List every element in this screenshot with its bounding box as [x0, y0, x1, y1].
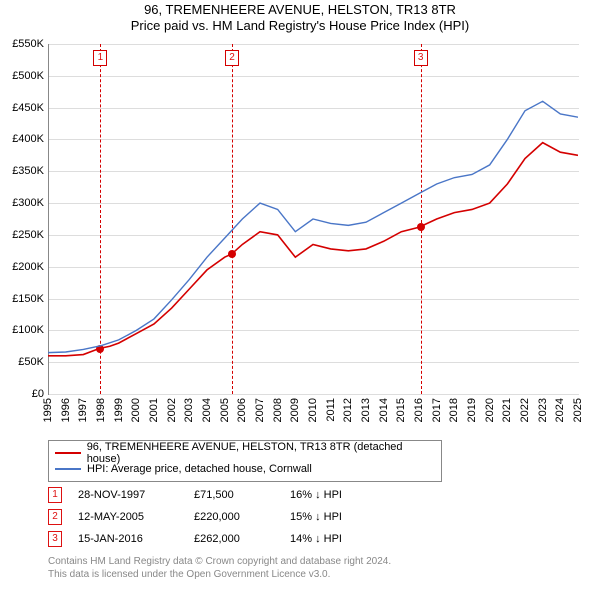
x-tick-label: 2020: [484, 398, 496, 422]
x-tick-label: 2013: [360, 398, 372, 422]
event-price: £71,500: [194, 489, 274, 501]
x-tick-label: 2012: [342, 398, 354, 422]
chart-area: 123 £0£50K£100K£150K£200K£250K£300K£350K…: [48, 44, 578, 394]
y-tick-label: £550K: [0, 38, 44, 50]
y-tick-label: £250K: [0, 229, 44, 241]
y-tick-label: £400K: [0, 133, 44, 145]
x-tick-label: 2004: [201, 398, 213, 422]
title-subtitle: Price paid vs. HM Land Registry's House …: [0, 18, 600, 33]
x-tick-label: 2005: [219, 398, 231, 422]
event-delta: 16% ↓ HPI: [290, 489, 380, 501]
x-tick-label: 2003: [183, 398, 195, 422]
y-tick-label: £100K: [0, 324, 44, 336]
title-block: 96, TREMENHEERE AVENUE, HELSTON, TR13 8T…: [0, 0, 600, 33]
x-tick-label: 2018: [448, 398, 460, 422]
gridline: [49, 394, 579, 395]
x-tick-label: 1998: [95, 398, 107, 422]
x-tick-label: 2019: [466, 398, 478, 422]
y-tick-label: £200K: [0, 261, 44, 273]
legend-row: 96, TREMENHEERE AVENUE, HELSTON, TR13 8T…: [55, 445, 435, 461]
event-price: £220,000: [194, 511, 274, 523]
series-line-hpi: [48, 101, 578, 352]
event-date: 15-JAN-2016: [78, 533, 178, 545]
y-tick-label: £450K: [0, 102, 44, 114]
x-tick-label: 2009: [289, 398, 301, 422]
event-badge: 1: [48, 487, 62, 503]
title-address: 96, TREMENHEERE AVENUE, HELSTON, TR13 8T…: [0, 2, 600, 17]
x-tick-label: 2023: [537, 398, 549, 422]
event-row: 3 15-JAN-2016 £262,000 14% ↓ HPI: [48, 528, 380, 550]
credit-text: Contains HM Land Registry data © Crown c…: [48, 556, 391, 581]
legend-label: HPI: Average price, detached house, Corn…: [87, 463, 312, 475]
event-badge: 3: [48, 531, 62, 547]
event-date: 28-NOV-1997: [78, 489, 178, 501]
credit-line: This data is licensed under the Open Gov…: [48, 569, 391, 582]
x-tick-label: 2014: [378, 398, 390, 422]
events-table: 1 28-NOV-1997 £71,500 16% ↓ HPI 2 12-MAY…: [48, 484, 380, 550]
legend-box: 96, TREMENHEERE AVENUE, HELSTON, TR13 8T…: [48, 440, 442, 482]
x-tick-label: 2000: [130, 398, 142, 422]
x-tick-label: 2022: [519, 398, 531, 422]
x-tick-label: 2010: [307, 398, 319, 422]
chart-svg: [48, 44, 578, 394]
x-tick-label: 1995: [42, 398, 54, 422]
event-row: 2 12-MAY-2005 £220,000 15% ↓ HPI: [48, 506, 380, 528]
x-tick-label: 2017: [431, 398, 443, 422]
y-tick-label: £50K: [0, 356, 44, 368]
x-tick-label: 1996: [60, 398, 72, 422]
legend-swatch: [55, 452, 81, 454]
event-badge: 2: [48, 509, 62, 525]
x-tick-label: 2015: [395, 398, 407, 422]
x-tick-label: 2007: [254, 398, 266, 422]
y-tick-label: £0: [0, 388, 44, 400]
y-tick-label: £500K: [0, 70, 44, 82]
y-tick-label: £150K: [0, 293, 44, 305]
x-tick-label: 2001: [148, 398, 160, 422]
event-row: 1 28-NOV-1997 £71,500 16% ↓ HPI: [48, 484, 380, 506]
event-price: £262,000: [194, 533, 274, 545]
event-date: 12-MAY-2005: [78, 511, 178, 523]
series-line-property: [48, 143, 578, 356]
x-tick-label: 2025: [572, 398, 584, 422]
x-tick-label: 2011: [325, 398, 337, 422]
legend-swatch: [55, 468, 81, 470]
legend-label: 96, TREMENHEERE AVENUE, HELSTON, TR13 8T…: [87, 441, 435, 465]
event-delta: 15% ↓ HPI: [290, 511, 380, 523]
x-tick-label: 2006: [236, 398, 248, 422]
x-tick-label: 2008: [272, 398, 284, 422]
x-tick-label: 1997: [77, 398, 89, 422]
x-tick-label: 2016: [413, 398, 425, 422]
credit-line: Contains HM Land Registry data © Crown c…: [48, 556, 391, 569]
x-tick-label: 2021: [501, 398, 513, 422]
y-tick-label: £350K: [0, 165, 44, 177]
x-tick-label: 2024: [554, 398, 566, 422]
x-tick-label: 1999: [113, 398, 125, 422]
x-tick-label: 2002: [166, 398, 178, 422]
chart-container: 96, TREMENHEERE AVENUE, HELSTON, TR13 8T…: [0, 0, 600, 590]
event-delta: 14% ↓ HPI: [290, 533, 380, 545]
y-tick-label: £300K: [0, 197, 44, 209]
